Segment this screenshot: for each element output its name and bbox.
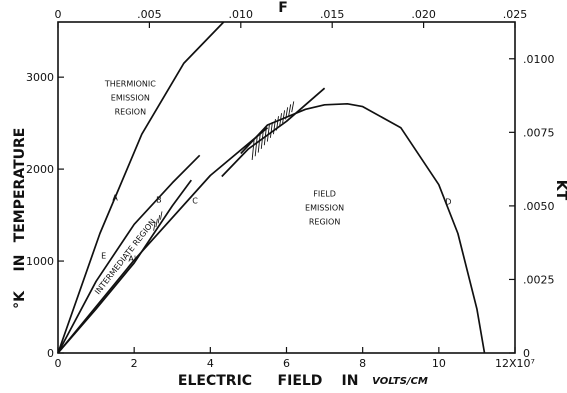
hatch-mark: [160, 211, 163, 220]
hatch-mark: [257, 133, 261, 153]
y-tick-label: 3000: [26, 71, 54, 84]
hatch-mark: [288, 104, 292, 116]
right-tick-label: .0100: [523, 53, 555, 66]
hatch-mark: [263, 127, 267, 146]
right-tick-label: .0025: [523, 273, 555, 286]
top-tick-label: .020: [411, 8, 436, 21]
plot-labels: 0 2 4 6 8 10 12X10⁷01000200030000.005.010.015.…: [12, 0, 567, 389]
plot-border: [57, 21, 516, 354]
y-tick-label: 2000: [26, 163, 54, 176]
top-tick-label: 0: [55, 8, 62, 21]
region-label: THERMIONIC: [104, 79, 156, 88]
region-label: REGION: [309, 218, 340, 227]
series-line-3: [57, 179, 192, 354]
right-tick-label: 0: [523, 347, 530, 360]
point-label-A: A: [112, 194, 118, 203]
x-axis-label: IN: [342, 373, 359, 389]
x-axis-unit: VOLTS/CM: [372, 376, 428, 387]
y-axis-label: IN: [12, 255, 28, 272]
x-tick-label: 8: [359, 357, 366, 370]
hatch-mark: [260, 130, 264, 149]
hatch-mark: [273, 119, 276, 135]
x-tick-label: 4: [207, 357, 214, 370]
hatch-mark: [266, 124, 270, 142]
point-label-D: D: [445, 197, 451, 206]
point-label-B: B: [156, 195, 162, 204]
region-label: REGION: [115, 107, 146, 116]
top-tick-label: .010: [229, 8, 254, 21]
hatch-mark: [157, 215, 161, 224]
hatch-mark: [153, 222, 156, 231]
region-label: EMISSION: [305, 204, 344, 213]
right-tick-label: .0075: [523, 126, 555, 139]
top-tick-label: .005: [137, 8, 162, 21]
y-axis-label: °K: [12, 290, 28, 309]
x-tick-label: 0: [55, 357, 62, 370]
y-axis-label: TEMPERATURE: [12, 128, 28, 243]
right-tick-label: .0050: [523, 200, 555, 213]
hatch-mark: [269, 121, 273, 138]
plot-marks: [57, 21, 486, 354]
x-tick-label: 6: [283, 357, 290, 370]
x-axis-label: FIELD: [278, 373, 323, 389]
y-tick-label: 0: [47, 347, 54, 360]
hatch-mark: [291, 101, 295, 113]
region-label: EMISSION: [111, 93, 150, 102]
point-label-C: C: [192, 196, 198, 205]
hatch-mark: [285, 107, 289, 120]
hatch-mark: [282, 110, 286, 124]
series-line-6: [240, 102, 486, 354]
hatch-mark: [155, 218, 158, 228]
x-tick-label: 10: [432, 357, 446, 370]
x-tick-label: 12X10⁷: [495, 357, 535, 370]
y-tick-label: 1000: [26, 255, 54, 268]
point-label-E: E: [101, 252, 106, 261]
series-line-2: [57, 154, 201, 354]
top-tick-label: .025: [503, 8, 528, 21]
top-axis-label: F: [278, 0, 288, 16]
point-label-Aprime: A': [128, 254, 136, 263]
hatch-mark: [251, 139, 255, 160]
hatch-mark: [276, 116, 279, 131]
region-label: FIELD: [313, 190, 336, 199]
hatch-mark: [254, 136, 258, 157]
series-line-4: [57, 127, 269, 354]
x-tick-label: 2: [131, 357, 138, 370]
plot-frame: [57, 21, 516, 354]
top-tick-label: .015: [320, 8, 345, 21]
series-line-5: [221, 87, 326, 178]
hatch-mark: [279, 113, 282, 127]
right-axis-label: KT: [553, 180, 567, 201]
series-line-1: [57, 21, 225, 354]
x-axis-label: ELECTRIC: [178, 373, 252, 389]
